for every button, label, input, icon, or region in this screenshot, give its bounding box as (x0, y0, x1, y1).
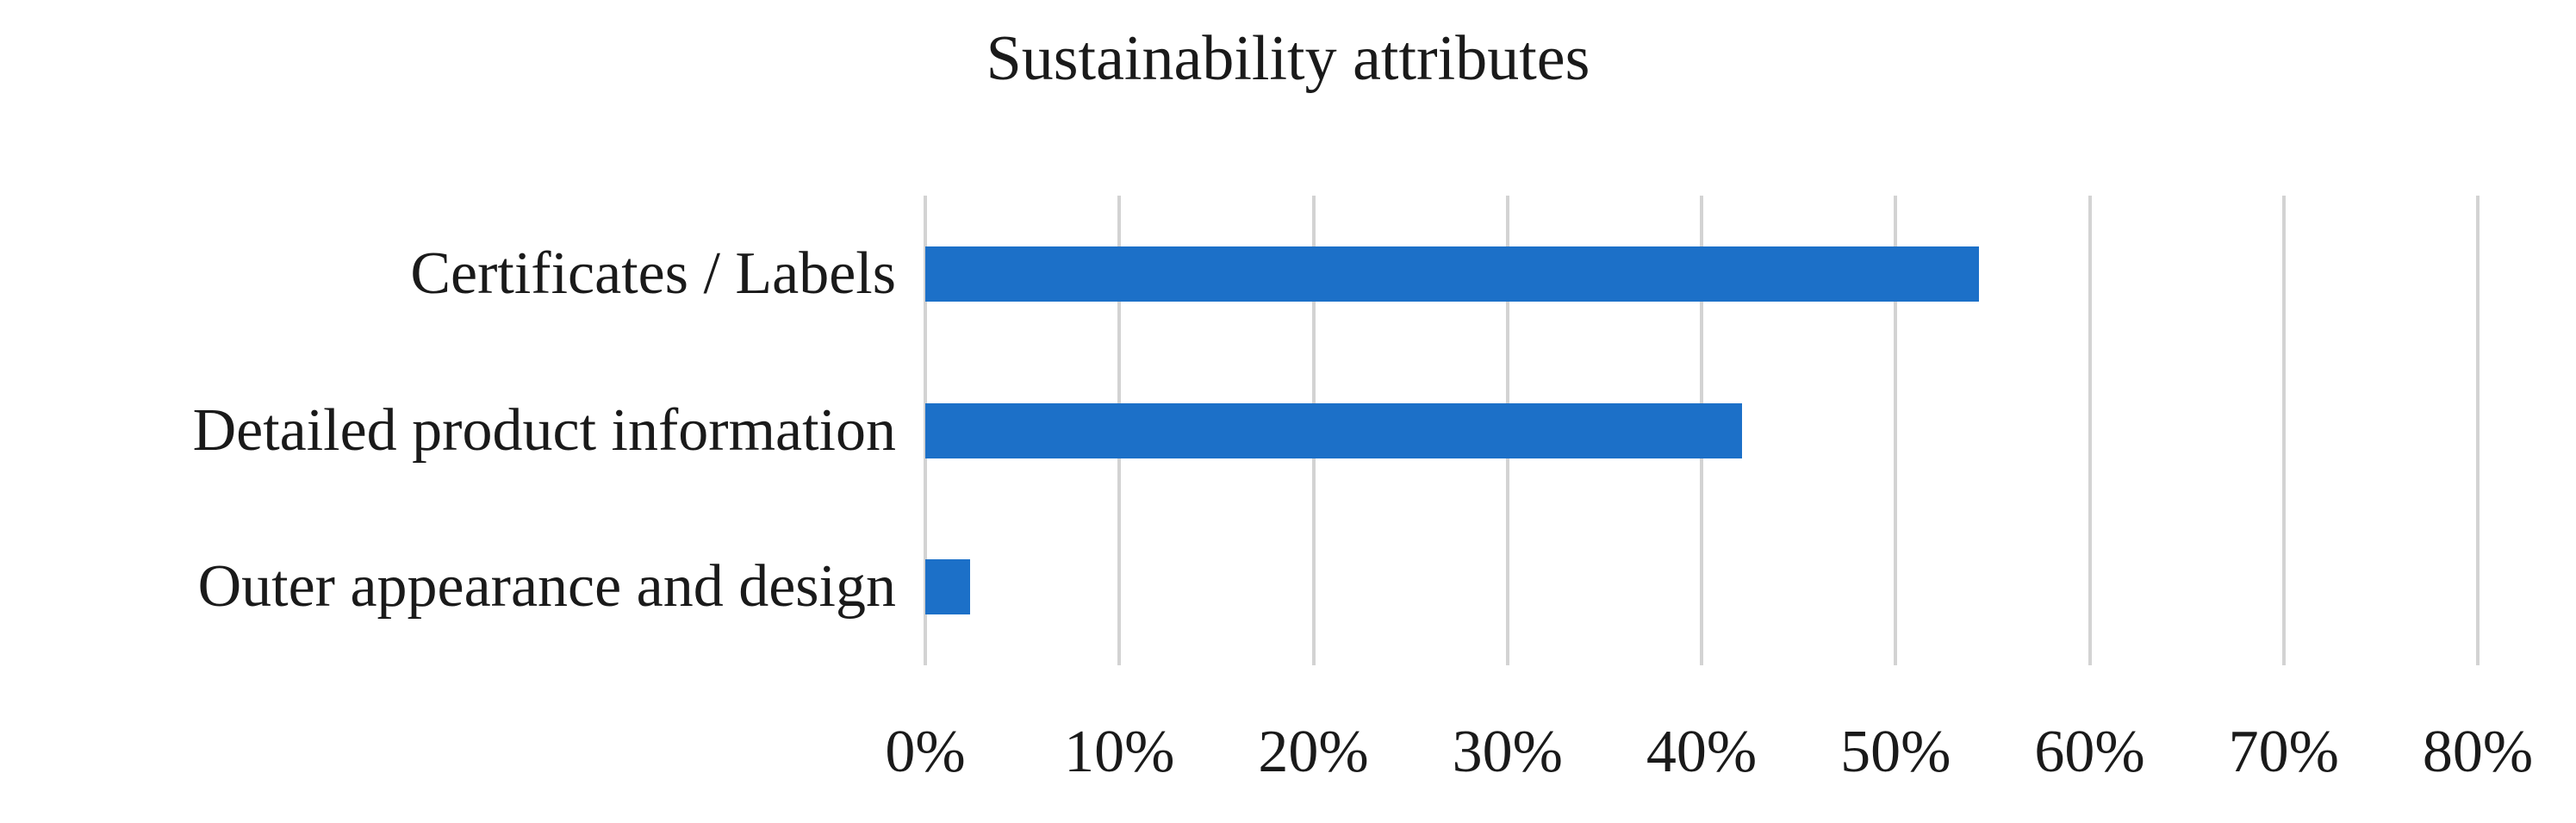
chart-title: Sustainability attributes (986, 23, 1590, 94)
x-axis-tick-labels: 0% 10% 20% 30% 40% 50% 60% 70% 80% (0, 722, 2576, 800)
x-tick-label: 30% (1452, 719, 1563, 785)
category-label: Detailed product information (192, 397, 896, 464)
x-tick-label: 50% (1840, 719, 1951, 785)
y-axis-category-labels: Certificates / Labels Detailed product in… (0, 196, 896, 665)
bar (925, 559, 970, 614)
x-tick-label: 20% (1258, 719, 1369, 785)
x-tick-label: 70% (2228, 719, 2339, 785)
bar (925, 403, 1742, 458)
gridline (1894, 196, 1898, 665)
gridline (2476, 196, 2480, 665)
x-tick-label: 80% (2422, 719, 2534, 785)
x-tick-label: 40% (1646, 719, 1758, 785)
bar (925, 246, 1979, 302)
x-tick-label: 60% (2034, 719, 2145, 785)
category-label: Certificates / Labels (410, 240, 896, 307)
gridline (2281, 196, 2286, 665)
x-tick-label: 10% (1064, 719, 1175, 785)
gridline (2088, 196, 2092, 665)
category-label: Outer appearance and design (197, 553, 896, 620)
x-tick-label: 0% (885, 719, 966, 785)
plot-area (924, 196, 2480, 665)
